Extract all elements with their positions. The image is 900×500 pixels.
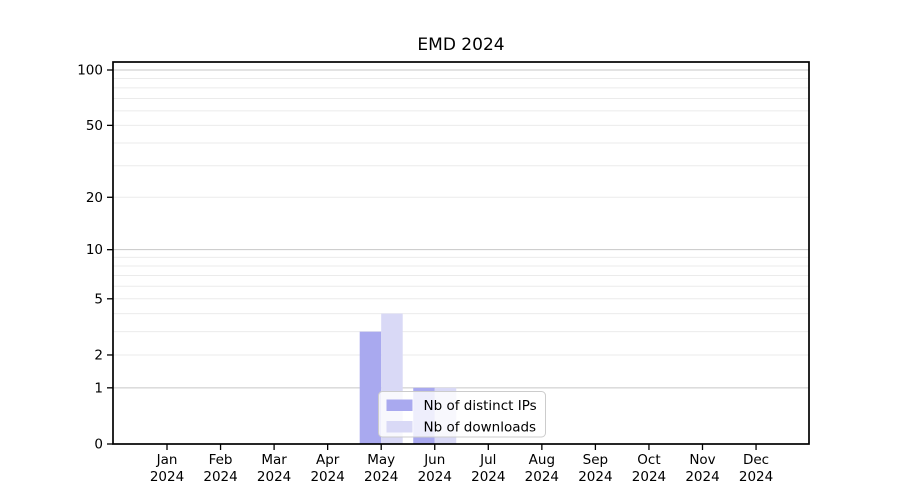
y-tick-label-0: 0 — [94, 437, 103, 453]
x-label-month-aug: Aug — [529, 452, 555, 468]
y-tick-label-1: 1 — [94, 380, 103, 396]
legend-label-nb-of-distinct-ips: Nb of distinct IPs — [424, 398, 537, 414]
x-label-month-sep: Sep — [583, 452, 608, 468]
x-label-month-mar: Mar — [261, 452, 287, 468]
x-label-year-apr: 2024 — [310, 469, 344, 485]
x-label-year-mar: 2024 — [257, 469, 291, 485]
x-label-month-dec: Dec — [743, 452, 769, 468]
legend-swatch-nb-of-distinct-ips — [386, 399, 413, 411]
x-label-year-aug: 2024 — [525, 469, 559, 485]
x-label-year-may: 2024 — [364, 469, 398, 485]
x-label-month-apr: Apr — [316, 452, 340, 468]
x-label-year-jun: 2024 — [418, 469, 452, 485]
y-tick-label-2: 2 — [94, 347, 103, 363]
x-label-month-may: May — [367, 452, 395, 468]
y-tick-label-10: 10 — [86, 242, 103, 258]
x-label-month-nov: Nov — [689, 452, 715, 468]
x-label-year-feb: 2024 — [203, 469, 237, 485]
x-label-month-jun: Jun — [423, 452, 445, 468]
y-tick-label-50: 50 — [86, 118, 103, 134]
x-label-month-feb: Feb — [209, 452, 233, 468]
legend-swatch-nb-of-downloads — [386, 421, 413, 433]
x-label-month-oct: Oct — [637, 452, 660, 468]
x-label-year-nov: 2024 — [685, 469, 719, 485]
y-tick-label-5: 5 — [94, 291, 103, 307]
x-label-month-jul: Jul — [479, 452, 496, 468]
y-tick-label-100: 100 — [77, 63, 103, 79]
x-label-year-oct: 2024 — [632, 469, 666, 485]
chart-title: EMD 2024 — [417, 35, 505, 55]
legend-label-nb-of-downloads: Nb of downloads — [424, 420, 537, 436]
plot-border — [112, 61, 810, 445]
y-tick-label-20: 20 — [86, 190, 103, 206]
x-label-year-sep: 2024 — [578, 469, 612, 485]
x-label-month-jan: Jan — [156, 452, 178, 468]
legend-box — [378, 391, 546, 438]
bar-may-nb-of-distinct-ips — [359, 331, 382, 444]
x-label-year-jan: 2024 — [150, 469, 184, 485]
x-label-year-jul: 2024 — [471, 469, 505, 485]
x-label-year-dec: 2024 — [739, 469, 773, 485]
